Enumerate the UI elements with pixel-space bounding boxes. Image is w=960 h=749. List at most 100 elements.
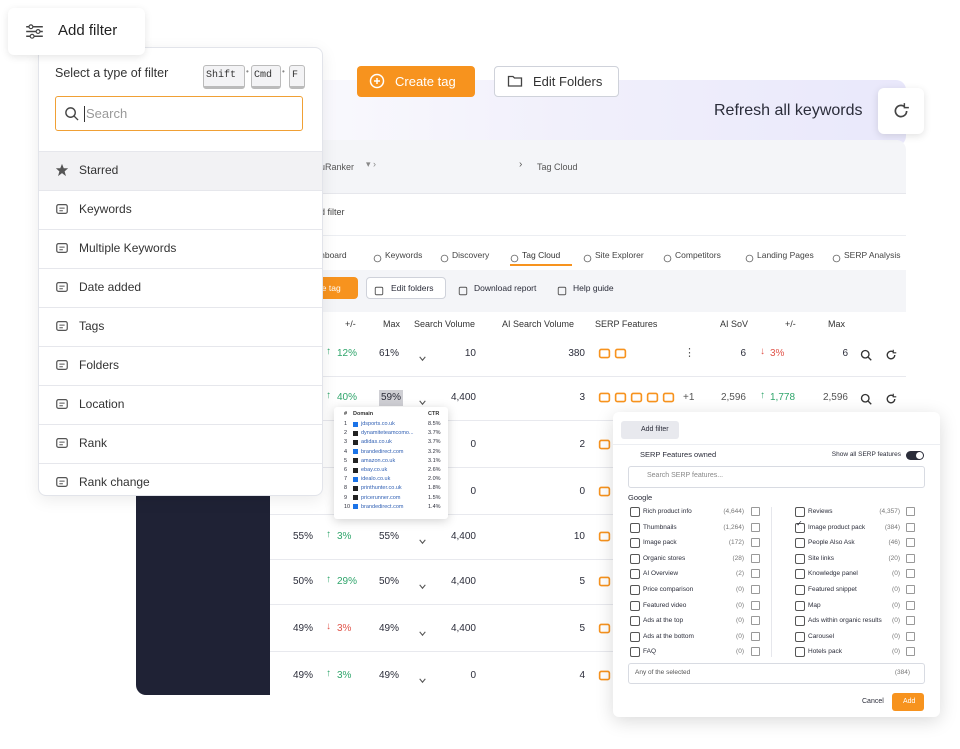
tooltip-domain: brandedirect.com [361, 503, 404, 510]
serp-item-icon [906, 569, 915, 579]
toolbar-label[interactable]: Edit folders [391, 283, 434, 293]
tab[interactable]: Site Explorer [595, 250, 644, 260]
serp-item-label[interactable]: Knowledge panel [808, 570, 858, 578]
refresh-button[interactable] [878, 88, 924, 134]
checkbox[interactable] [630, 647, 640, 658]
filter-item-label[interactable]: Tags [79, 319, 105, 333]
filter-item-row[interactable] [39, 385, 322, 424]
tab[interactable]: Keywords [385, 250, 423, 260]
match-select[interactable] [628, 663, 925, 684]
toolbar-label[interactable]: Download report [474, 283, 537, 293]
serp-item-label[interactable]: Price comparison [643, 586, 694, 593]
serp-item-label[interactable]: Site links [808, 554, 835, 562]
serp-search-placeholder[interactable]: Search SERP features... [647, 472, 724, 479]
checkbox[interactable] [630, 538, 640, 549]
serp-item-count: (20) [888, 554, 900, 562]
serp-item-label[interactable]: Ads within organic results [808, 617, 882, 625]
checkbox[interactable] [795, 616, 805, 627]
serp-item-label[interactable]: AI Overview [643, 570, 679, 578]
serp-add-filter-label[interactable]: Add filter [641, 426, 669, 433]
create-tag-label[interactable]: Create tag [395, 74, 456, 89]
checkbox[interactable] [795, 647, 805, 658]
filter-item-label[interactable]: Keywords [79, 202, 132, 216]
filter-item-label[interactable]: Rank change [79, 475, 150, 489]
checkbox[interactable] [630, 600, 640, 611]
checkbox[interactable] [795, 600, 805, 611]
checkbox[interactable] [795, 522, 805, 533]
checkbox[interactable] [795, 569, 805, 580]
tab-underline [510, 264, 572, 266]
filter-item-row[interactable] [39, 268, 322, 307]
serp-item-label[interactable]: Organic stores [643, 554, 686, 562]
tab[interactable]: Discovery [452, 250, 490, 260]
serp-item-label[interactable]: Carousel [808, 632, 835, 640]
toolbar-label[interactable]: Help guide [573, 283, 614, 293]
row-menu[interactable]: ⋮ [684, 347, 695, 359]
breadcrumb-caret: ▾ › [366, 159, 377, 169]
edit-folders-label[interactable]: Edit Folders [533, 74, 603, 89]
toggle[interactable] [906, 451, 924, 460]
tab[interactable]: Dashboard [305, 250, 347, 260]
checkbox[interactable] [795, 553, 805, 564]
serp-item-icon [751, 538, 760, 548]
filter-item-row[interactable] [39, 424, 322, 463]
serp-item-label[interactable]: People Also Ask [808, 539, 855, 547]
search-icon-svg [65, 107, 79, 121]
tooltip-ctr: 1.8% [428, 485, 441, 492]
tab[interactable]: Landing Pages [757, 250, 814, 260]
checkbox[interactable] [630, 569, 640, 580]
serp-item-label[interactable]: Map [808, 601, 821, 609]
filter-item-row[interactable] [39, 229, 322, 268]
checkbox[interactable] [630, 631, 640, 642]
serp-item-label[interactable]: Ads at the bottom [643, 632, 694, 640]
serp-item-label[interactable]: Featured snippet [808, 586, 857, 593]
serp-search[interactable] [628, 466, 925, 488]
filter-item-row[interactable] [39, 463, 322, 495]
refresh-label[interactable]: Refresh all keywords [714, 102, 863, 119]
serp-item-label[interactable]: FAQ [643, 648, 657, 656]
checkbox[interactable] [630, 522, 640, 533]
checkbox[interactable] [630, 507, 640, 517]
serp-item-label[interactable]: Hotels pack [808, 648, 842, 656]
add-button[interactable] [892, 693, 924, 711]
add-filter-link[interactable]: Add filter [309, 207, 345, 217]
filter-item-row[interactable] [39, 346, 322, 385]
filter-item-label[interactable]: Starred [79, 163, 119, 177]
checkbox[interactable] [795, 507, 805, 517]
checkbox[interactable] [795, 631, 805, 642]
filter-item-row[interactable] [39, 190, 322, 229]
match-label[interactable]: Any of the selected [635, 669, 691, 676]
serp-add-filter[interactable] [621, 421, 679, 439]
checkbox[interactable] [630, 553, 640, 564]
checkbox[interactable] [630, 585, 640, 595]
edit-folders-button[interactable] [494, 66, 619, 97]
serp-item-label[interactable]: Rich product info [643, 508, 692, 515]
serp-item-label[interactable]: Ads at the top [643, 617, 684, 625]
cell-share: 50% [292, 576, 313, 587]
serp-item-label[interactable]: Image product pack [808, 523, 866, 531]
filter-item-label[interactable]: Folders [79, 358, 120, 372]
toolbar-edit[interactable] [366, 277, 446, 299]
add-button-label[interactable]: Add [903, 698, 916, 705]
tab[interactable]: Competitors [675, 250, 721, 260]
tab[interactable]: SERP Analysis [844, 250, 901, 260]
checkbox[interactable] [630, 616, 640, 627]
serp-item-label[interactable]: Image pack [643, 539, 677, 547]
filter-item-label[interactable]: Location [79, 397, 125, 411]
serp-item-label[interactable]: Featured video [643, 601, 687, 609]
serp-item-count: (0) [892, 617, 900, 625]
tab[interactable]: Tag Cloud [522, 250, 561, 260]
checkbox[interactable] [795, 585, 805, 595]
filter-item-row[interactable] [39, 151, 322, 190]
add-filter-label[interactable]: Add filter [58, 22, 118, 39]
filter-item-label[interactable]: Multiple Keywords [79, 241, 177, 255]
serp-item-label[interactable]: Reviews [808, 508, 833, 515]
filter-item-label[interactable]: Rank [79, 436, 108, 450]
cancel-button[interactable]: Cancel [862, 698, 884, 705]
filter-search-placeholder[interactable]: Search [84, 106, 128, 122]
filter-item-row[interactable] [39, 307, 322, 346]
serp-item-label[interactable]: Thumbnails [643, 523, 677, 531]
checkbox[interactable] [795, 538, 805, 549]
filter-item-label[interactable]: Date added [79, 280, 142, 294]
filter-search[interactable] [55, 96, 303, 131]
